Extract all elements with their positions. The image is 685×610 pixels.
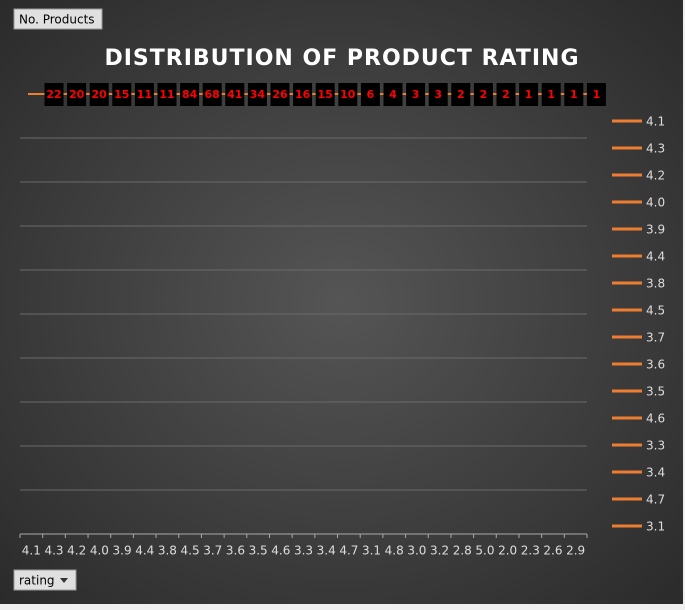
value-field-label: No. Products [19, 13, 95, 27]
data-label: 15 [114, 88, 129, 101]
data-label: 34 [250, 88, 266, 101]
x-tick-label: 2.8 [453, 544, 472, 558]
chart-title: DISTRIBUTION OF PRODUCT RATING [104, 46, 579, 71]
x-tick-label: 3.6 [226, 544, 245, 558]
axis-field-label: rating [19, 574, 55, 588]
data-label: 22 [46, 88, 61, 101]
data-label: 26 [272, 88, 288, 101]
data-label: 3 [434, 88, 442, 101]
x-tick-label: 2.9 [566, 544, 585, 558]
x-tick-label: 2.6 [543, 544, 562, 558]
legend-label: 3.5 [646, 385, 665, 399]
data-label: 20 [69, 88, 85, 101]
data-label-box [519, 83, 539, 106]
data-label-box [67, 83, 87, 106]
data-label-box [564, 83, 584, 106]
data-label: 1 [525, 88, 533, 101]
data-label: 2 [457, 88, 465, 101]
legend-label: 4.5 [646, 304, 665, 318]
data-label: 4 [389, 88, 397, 101]
data-label: 11 [159, 88, 174, 101]
legend-label: 4.0 [646, 196, 665, 210]
data-label-box [496, 83, 516, 106]
data-label-box [541, 83, 561, 106]
data-label: 41 [227, 88, 242, 101]
data-label-box [157, 83, 177, 106]
x-tick-label: 4.2 [67, 544, 86, 558]
data-label-box [473, 83, 493, 106]
data-label-box [247, 83, 267, 106]
x-tick-label: 4.0 [90, 544, 109, 558]
data-label-box [112, 83, 132, 106]
data-label-box [428, 83, 448, 106]
data-label: 1 [570, 88, 578, 101]
data-label-box [338, 83, 358, 106]
x-tick-label: 4.5 [181, 544, 200, 558]
data-label-box [89, 83, 109, 106]
x-tick-label: 3.5 [249, 544, 268, 558]
data-label-box [315, 83, 335, 106]
data-label: 6 [367, 88, 375, 101]
legend-label: 3.3 [646, 439, 665, 453]
data-label: 1 [547, 88, 555, 101]
x-tick-label: 4.8 [385, 544, 404, 558]
x-tick-label: 5.0 [475, 544, 494, 558]
axis-field-button[interactable] [13, 569, 77, 591]
value-field-button[interactable] [13, 8, 103, 30]
x-tick-label: 2.3 [521, 544, 540, 558]
data-label-box [180, 83, 200, 106]
legend-label: 3.6 [646, 358, 665, 372]
x-tick-label: 3.0 [407, 544, 426, 558]
data-label: 3 [412, 88, 420, 101]
x-tick-label: 3.7 [203, 544, 222, 558]
data-label-box [202, 83, 222, 106]
legend-label: 4.7 [646, 493, 665, 507]
dropdown-arrow [60, 578, 68, 583]
data-label: 2 [480, 88, 488, 101]
legend-label: 3.1 [646, 520, 665, 534]
x-tick-label: 4.1 [22, 544, 41, 558]
data-label-box [383, 83, 403, 106]
data-label-box [225, 83, 245, 106]
legend-label: 3.4 [646, 466, 665, 480]
x-tick-label: 3.2 [430, 544, 449, 558]
x-tick-label: 3.8 [158, 544, 177, 558]
data-label: 10 [340, 88, 356, 101]
data-label: 1 [593, 88, 601, 101]
legend-label: 4.6 [646, 412, 665, 426]
data-label: 68 [205, 88, 220, 101]
x-tick-label: 4.4 [135, 544, 154, 558]
data-label-box [293, 83, 313, 106]
data-label-box [134, 83, 154, 106]
data-label-box [586, 83, 606, 106]
data-label-box [360, 83, 380, 106]
data-label: 2 [502, 88, 510, 101]
x-tick-label: 4.7 [339, 544, 358, 558]
legend-label: 4.1 [646, 115, 665, 129]
data-label: 11 [137, 88, 152, 101]
data-label-box [451, 83, 471, 106]
legend-label: 3.7 [646, 331, 665, 345]
legend-label: 3.9 [646, 223, 665, 237]
data-label: 20 [92, 88, 108, 101]
x-tick-label: 4.3 [44, 544, 63, 558]
legend-label: 3.8 [646, 277, 665, 291]
data-label: 15 [318, 88, 333, 101]
legend-label: 4.2 [646, 169, 665, 183]
x-tick-label: 3.9 [113, 544, 132, 558]
x-tick-label: 3.3 [294, 544, 313, 558]
data-label-box [270, 83, 290, 106]
legend-label: 4.3 [646, 142, 665, 156]
x-tick-label: 3.1 [362, 544, 381, 558]
data-label-box [406, 83, 426, 106]
data-label: 84 [182, 88, 198, 101]
x-tick-label: 3.4 [317, 544, 336, 558]
data-label: 16 [295, 88, 311, 101]
data-label-box [44, 83, 64, 106]
legend-label: 4.4 [646, 250, 665, 264]
x-tick-label: 2.0 [498, 544, 517, 558]
x-tick-label: 4.6 [271, 544, 290, 558]
